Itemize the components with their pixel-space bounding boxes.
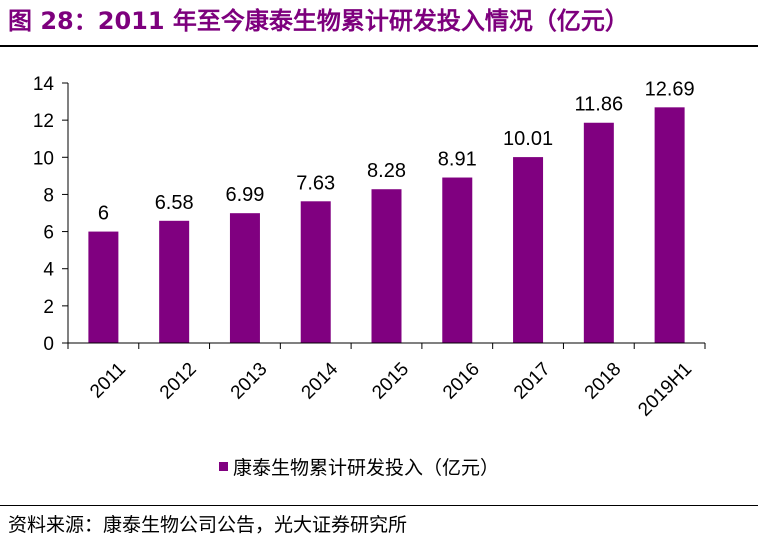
data-label-2015: 8.28 <box>367 160 406 182</box>
bar-2016 <box>442 177 473 343</box>
x-tick-label-2016: 2016 <box>439 359 484 404</box>
y-tick-label: 14 <box>33 74 55 95</box>
bar-2019H1 <box>654 107 685 343</box>
data-label-2014: 7.63 <box>296 172 335 194</box>
data-label-2017: 10.01 <box>503 128 553 150</box>
y-tick-label: 8 <box>43 185 54 206</box>
bar-2017 <box>513 157 544 343</box>
x-tick-label-2019H1: 2019H1 <box>634 359 696 421</box>
legend-swatch <box>219 462 228 471</box>
data-label-2019H1: 12.69 <box>645 78 695 100</box>
x-tick-label-2014: 2014 <box>298 358 343 403</box>
x-tick-label-2018: 2018 <box>581 359 626 404</box>
data-label-2013: 6.99 <box>225 184 264 206</box>
x-tick-label-2011: 2011 <box>86 359 130 403</box>
y-tick-label: 4 <box>43 260 54 281</box>
chart-title: 图 28：2011 年至今康泰生物累计研发投入情况（亿元） <box>8 7 629 35</box>
y-tick-label: 12 <box>33 111 54 132</box>
legend: 康泰生物累计研发投入（亿元） <box>219 457 499 479</box>
y-tick-label: 10 <box>33 148 54 169</box>
title-divider <box>0 45 758 47</box>
y-tick-label: 2 <box>43 297 54 318</box>
x-tick-label-2015: 2015 <box>368 359 413 404</box>
source-note: 资料来源：康泰生物公司公告，光大证券研究所 <box>8 514 408 536</box>
bars: 6 6.58 6.99 7.63 8.28 8.91 10.01 11.86 12.69 <box>88 78 695 343</box>
y-tick-label: 6 <box>43 223 54 244</box>
bar-2014 <box>300 201 331 343</box>
bar-2018 <box>583 122 614 343</box>
legend-label: 康泰生物累计研发投入（亿元） <box>233 457 499 479</box>
data-label-2016: 8.91 <box>438 149 477 171</box>
y-axis: 0 2 4 6 8 10 12 14 <box>33 74 69 355</box>
bar-2011 <box>88 231 119 343</box>
y-tick-label: 0 <box>43 334 54 355</box>
bar-2012 <box>159 220 190 343</box>
source-divider <box>0 505 758 506</box>
bar-2013 <box>229 213 260 343</box>
data-label-2011: 6 <box>98 203 109 225</box>
data-label-2018: 11.86 <box>575 94 624 116</box>
bar-2015 <box>371 189 402 343</box>
data-label-2012: 6.58 <box>155 192 194 214</box>
x-tick-label-2017: 2017 <box>510 359 555 404</box>
x-tick-label-2012: 2012 <box>156 359 201 404</box>
bar-chart: 0 2 4 6 8 10 12 14 6 6.58 6.99 7.63 8.28 8.91 10.01 11… <box>33 74 706 479</box>
x-tick-label-2013: 2013 <box>227 359 272 404</box>
x-axis: 2011 2012 2013 2014 2015 2016 2017 2018 2019H1 <box>67 342 706 421</box>
